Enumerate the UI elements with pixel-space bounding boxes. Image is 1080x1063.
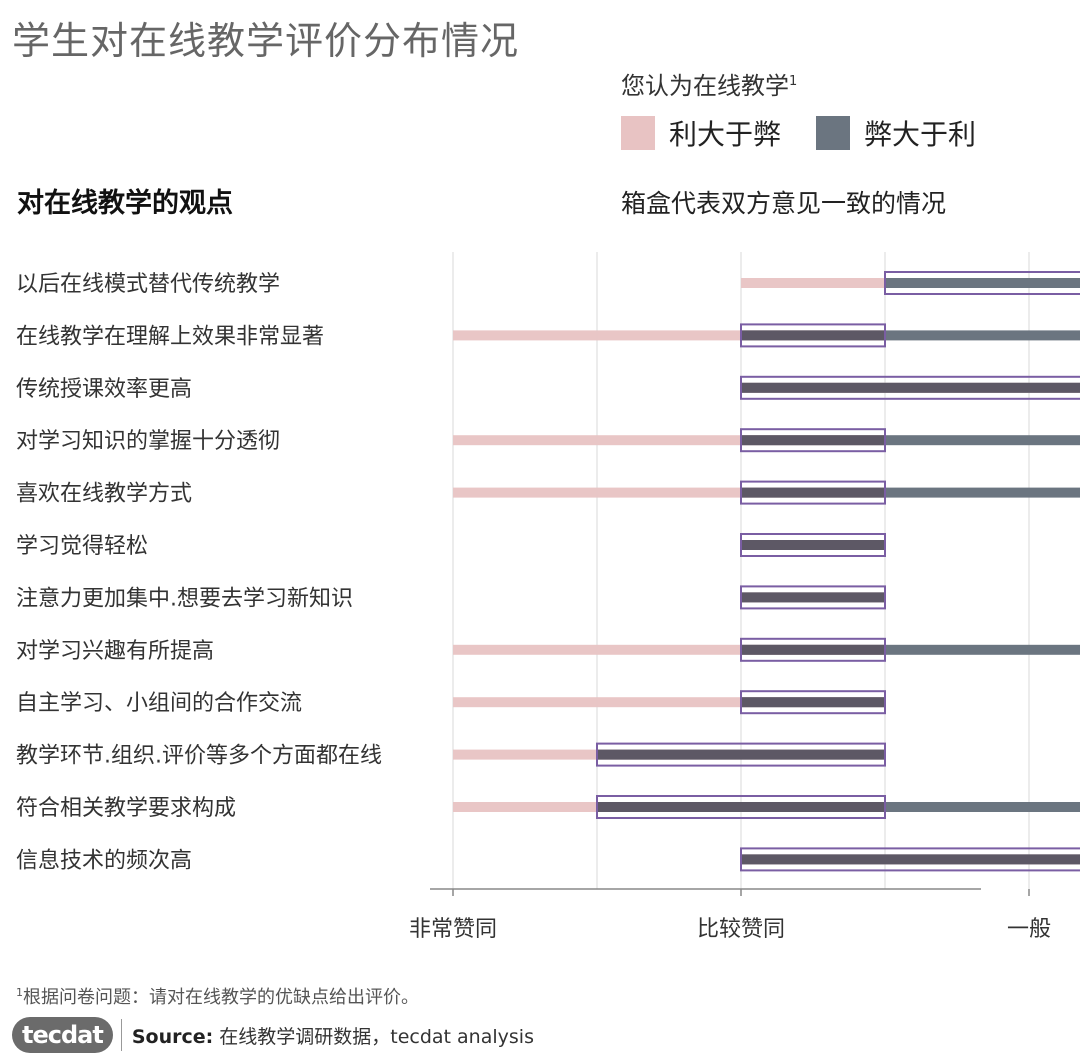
agreement-box: [596, 795, 886, 819]
agreement-box: [740, 375, 1080, 400]
x-tick-label: 非常赞同: [409, 917, 497, 942]
category-label: 符合相关教学要求构成: [16, 796, 236, 821]
bar-harm: [741, 435, 1080, 446]
agreement-box: [740, 690, 886, 715]
legend-swatch-harm: [816, 116, 850, 150]
bar-overlap: [741, 592, 885, 603]
source-line: tecdat Source: 在线教学调研数据，tecdat analysis: [12, 1015, 534, 1055]
agreement-box: [596, 742, 886, 767]
bar-overlap: [741, 854, 1080, 865]
category-label: 以后在线模式替代传统教学: [16, 272, 280, 297]
box-note: 箱盒代表双方意见一致的情况: [621, 189, 947, 218]
category-label: 自主学习、小组间的合作交流: [16, 691, 302, 716]
category-label: 对学习知识的掌握十分透彻: [16, 429, 280, 454]
bar-overlap: [741, 644, 885, 655]
category-label: 在线教学在理解上效果非常显著: [16, 324, 324, 349]
category-label: 对学习兴趣有所提高: [16, 639, 214, 664]
category-label: 传统授课效率更高: [16, 377, 192, 402]
agreement-box: [884, 271, 1080, 295]
bar-overlap: [741, 435, 885, 446]
agreement-box: [740, 323, 886, 348]
x-tick-label: 比较赞同: [697, 917, 785, 942]
bar-benefit: [741, 278, 885, 288]
agreement-box: [740, 637, 886, 662]
bar-benefit: [453, 435, 885, 446]
legend-title-footnote-mark: 1: [789, 74, 798, 89]
legend-label-harm: 弊大于利: [864, 118, 977, 151]
logo-separator: [120, 1019, 122, 1051]
agreement-box: [740, 585, 886, 610]
category-label: 喜欢在线教学方式: [16, 482, 192, 507]
bar-harm: [741, 330, 1080, 341]
chart-title: 学生对在线教学评价分布情况: [12, 19, 520, 63]
bar-benefit: [453, 644, 885, 655]
bar-overlap: [741, 487, 885, 498]
source-label: Source:: [131, 1025, 214, 1048]
source-detail: 在线教学调研数据，tecdat analysis: [213, 1025, 534, 1048]
bar-overlap: [597, 802, 885, 812]
section-heading: 对在线教学的观点: [17, 188, 233, 219]
category-label: 信息技术的频次高: [16, 848, 192, 873]
agreement-box: [740, 428, 886, 453]
category-label: 教学环节.组织.评价等多个方面都在线: [16, 744, 382, 769]
bar-harm: [741, 644, 1080, 655]
x-tick-label: 一般: [1007, 917, 1051, 942]
agreement-box: [740, 847, 1080, 872]
legend-label-benefit: 利大于弊: [669, 118, 782, 151]
legend-title: 您认为在线教学1: [621, 66, 797, 101]
bar-benefit: [453, 487, 885, 498]
bar-benefit: [453, 330, 885, 341]
category-label: 注意力更加集中.想要去学习新知识: [16, 586, 353, 611]
bar-overlap: [741, 540, 885, 550]
agreement-box: [740, 480, 886, 505]
footnote: 1根据问卷问题：请对在线教学的优缺点给出评价。: [16, 983, 419, 1009]
bar-harm: [741, 487, 1080, 498]
agreement-box: [740, 533, 886, 557]
bar-overlap: [741, 382, 1080, 393]
legend-swatch-benefit: [621, 116, 655, 150]
legend-item-benefit: 利大于弊: [621, 113, 781, 153]
bar-overlap: [597, 749, 885, 760]
tecdat-logo: tecdat: [12, 1017, 113, 1053]
legend-title-text: 您认为在线教学: [621, 72, 789, 100]
footnote-text: 根据问卷问题：请对在线教学的优缺点给出评价。: [23, 987, 419, 1008]
bar-benefit: [453, 697, 885, 708]
chart-plot: 非常赞同比较赞同一般不太赞成以后在线模式替代传统教学在线教学在理解上效果非常显著…: [16, 252, 1080, 942]
legend-item-harm: 弊大于利: [816, 113, 976, 153]
bar-overlap: [741, 697, 885, 708]
footnote-mark: 1: [16, 986, 23, 999]
category-label: 学习觉得轻松: [16, 534, 148, 559]
bar-harm: [885, 278, 1080, 288]
source-text: Source: 在线教学调研数据，tecdat analysis: [132, 1022, 534, 1049]
bar-overlap: [741, 330, 885, 341]
